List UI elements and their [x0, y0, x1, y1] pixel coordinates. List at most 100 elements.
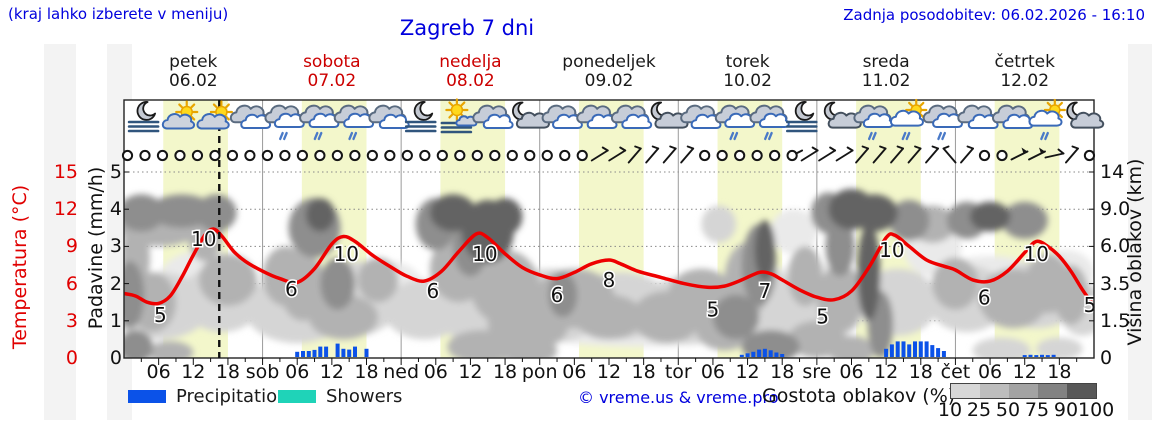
- axis-background-strip: [44, 44, 76, 420]
- weather-icon-cloud: [541, 104, 583, 130]
- x-tick-label: 06: [839, 361, 864, 383]
- x-tick-label: 06: [977, 361, 1003, 383]
- cloud-cover-circle: [996, 149, 1008, 162]
- wind-barb: [662, 145, 677, 164]
- temperature-axis-title: Temperatura (°C): [9, 184, 31, 350]
- weather-icon-moon-fog: [404, 101, 437, 133]
- x-tick-label: 18: [631, 361, 656, 383]
- cloud-density-scale: [950, 383, 1097, 399]
- day-date: 12.02: [1000, 71, 1050, 91]
- precipitation-swatch: [128, 390, 166, 403]
- cloud-cover-circle: [314, 149, 326, 162]
- temperature-tick-label: 15: [53, 161, 78, 183]
- x-tick-label: 06: [562, 361, 587, 383]
- wind-barb: [925, 145, 939, 164]
- x-day-abbrev: čet: [940, 361, 971, 383]
- weather-icon-cloud-drizzle: [749, 104, 790, 141]
- x-tick-label: 18: [908, 361, 933, 383]
- cloud-cover-circle: [419, 149, 431, 162]
- wind-barb: [818, 146, 837, 162]
- density-tick-label: 50: [995, 399, 1021, 421]
- temperature-value-label: 6: [285, 277, 298, 301]
- cloud-height-tick-label: 9.0: [1100, 198, 1131, 221]
- wind-barb: [1010, 147, 1029, 161]
- density-tick-label: 90: [1053, 399, 1079, 421]
- wind-barb: [627, 145, 642, 164]
- day-date: 09.02: [584, 71, 634, 91]
- weather-icon-moon-cloud: [512, 101, 550, 129]
- day-name-nedelja: nedelja: [439, 52, 502, 72]
- x-tick-label: 06: [146, 361, 171, 383]
- density-scale-segment: [1009, 384, 1038, 398]
- wind-barb: [680, 145, 695, 164]
- temperature-value-label: 6: [978, 286, 991, 310]
- wind-barb: [872, 145, 887, 164]
- temperature-value-label: 7: [759, 279, 772, 303]
- density-scale-segment: [980, 384, 1009, 398]
- axis-background-strip: [1128, 44, 1152, 420]
- wind-barb: [960, 145, 974, 164]
- weather-icon-row: [127, 98, 1105, 141]
- weather-icon-cloud: [680, 104, 722, 130]
- density-scale-segment: [951, 384, 980, 398]
- wind-barb: [786, 149, 804, 162]
- wind-barb: [1044, 148, 1065, 159]
- cloud-cover-circle: [296, 149, 308, 162]
- weather-icon-cloud: [957, 104, 999, 130]
- weather-icon-cloud-drizzle: [299, 104, 340, 141]
- cloud-height-tick-label: 3.5: [1100, 272, 1131, 295]
- x-tick-label: 18: [354, 361, 379, 383]
- x-day-abbrev: tor: [664, 361, 692, 383]
- temperature-value-label: 5: [816, 304, 829, 328]
- weather-icon-cloud: [991, 104, 1034, 130]
- cloud-cover-circle: [174, 149, 186, 162]
- precipitation-legend-label: Precipitation: [176, 386, 289, 407]
- temperature-value-label: 8: [603, 268, 616, 292]
- day-date: 06.02: [168, 71, 218, 91]
- temperature-value-label: 5: [707, 298, 720, 322]
- day-name-sreda: sreda: [862, 52, 910, 72]
- density-scale-segment: [1038, 384, 1067, 398]
- wind-barb: [855, 145, 870, 164]
- density-tick-label: 75: [1024, 399, 1050, 421]
- temperature-value-label: 10: [472, 242, 497, 266]
- cloud-cover-circle: [279, 149, 291, 162]
- cloud-cover-circle: [331, 149, 343, 162]
- weather-icon-sun-cloud: [161, 100, 199, 130]
- density-scale-segment: [1067, 384, 1096, 398]
- wind-barb: [890, 145, 905, 164]
- temperature-value-label: 6: [427, 279, 440, 303]
- cloud-cover-circle: [751, 149, 763, 162]
- wind-barb: [645, 145, 660, 164]
- wind-barb: [907, 145, 922, 164]
- wind-barb: [800, 146, 819, 162]
- day-name-ponedeljek: ponedeljek: [562, 52, 656, 72]
- weather-icon-cloud-drizzle: [714, 104, 756, 141]
- cloud-cover-circle: [191, 149, 204, 162]
- cloud-cover-circle: [261, 149, 274, 162]
- cloud-cover-circle: [384, 149, 396, 162]
- temperature-value-label: 6: [551, 283, 564, 307]
- x-tick-label: 12: [1012, 361, 1037, 383]
- cloud-cover-circle: [156, 149, 169, 162]
- precipitation-tick-label: 4: [109, 198, 122, 221]
- day-date: 10.02: [723, 71, 772, 91]
- day-date: 08.02: [446, 71, 495, 91]
- weather-icon-moon-cloud: [650, 101, 689, 129]
- cloud-cover-circle: [734, 149, 746, 162]
- temperature-value-label: 10: [334, 242, 359, 266]
- temperature-tick-label: 0: [65, 347, 78, 369]
- x-tick-label: 12: [458, 361, 483, 383]
- last-update: Zadnja posodobitev: 06.02.2026 - 16:10: [843, 6, 1145, 24]
- temperature-tick-label: 9: [65, 235, 78, 258]
- day-name-petek: petek: [169, 52, 218, 72]
- x-tick-label: 12: [874, 361, 899, 383]
- cloud-cover-circle: [699, 149, 711, 162]
- day-date: 07.02: [307, 71, 357, 91]
- precipitation-bars: [295, 341, 1056, 357]
- weather-icon-cloud: [610, 104, 653, 130]
- x-tick-label: 18: [770, 361, 795, 383]
- copyright-link[interactable]: © vreme.us & vreme.pro: [578, 388, 779, 407]
- temperature-tick-label: 6: [65, 272, 78, 295]
- x-tick-label: 18: [492, 361, 518, 383]
